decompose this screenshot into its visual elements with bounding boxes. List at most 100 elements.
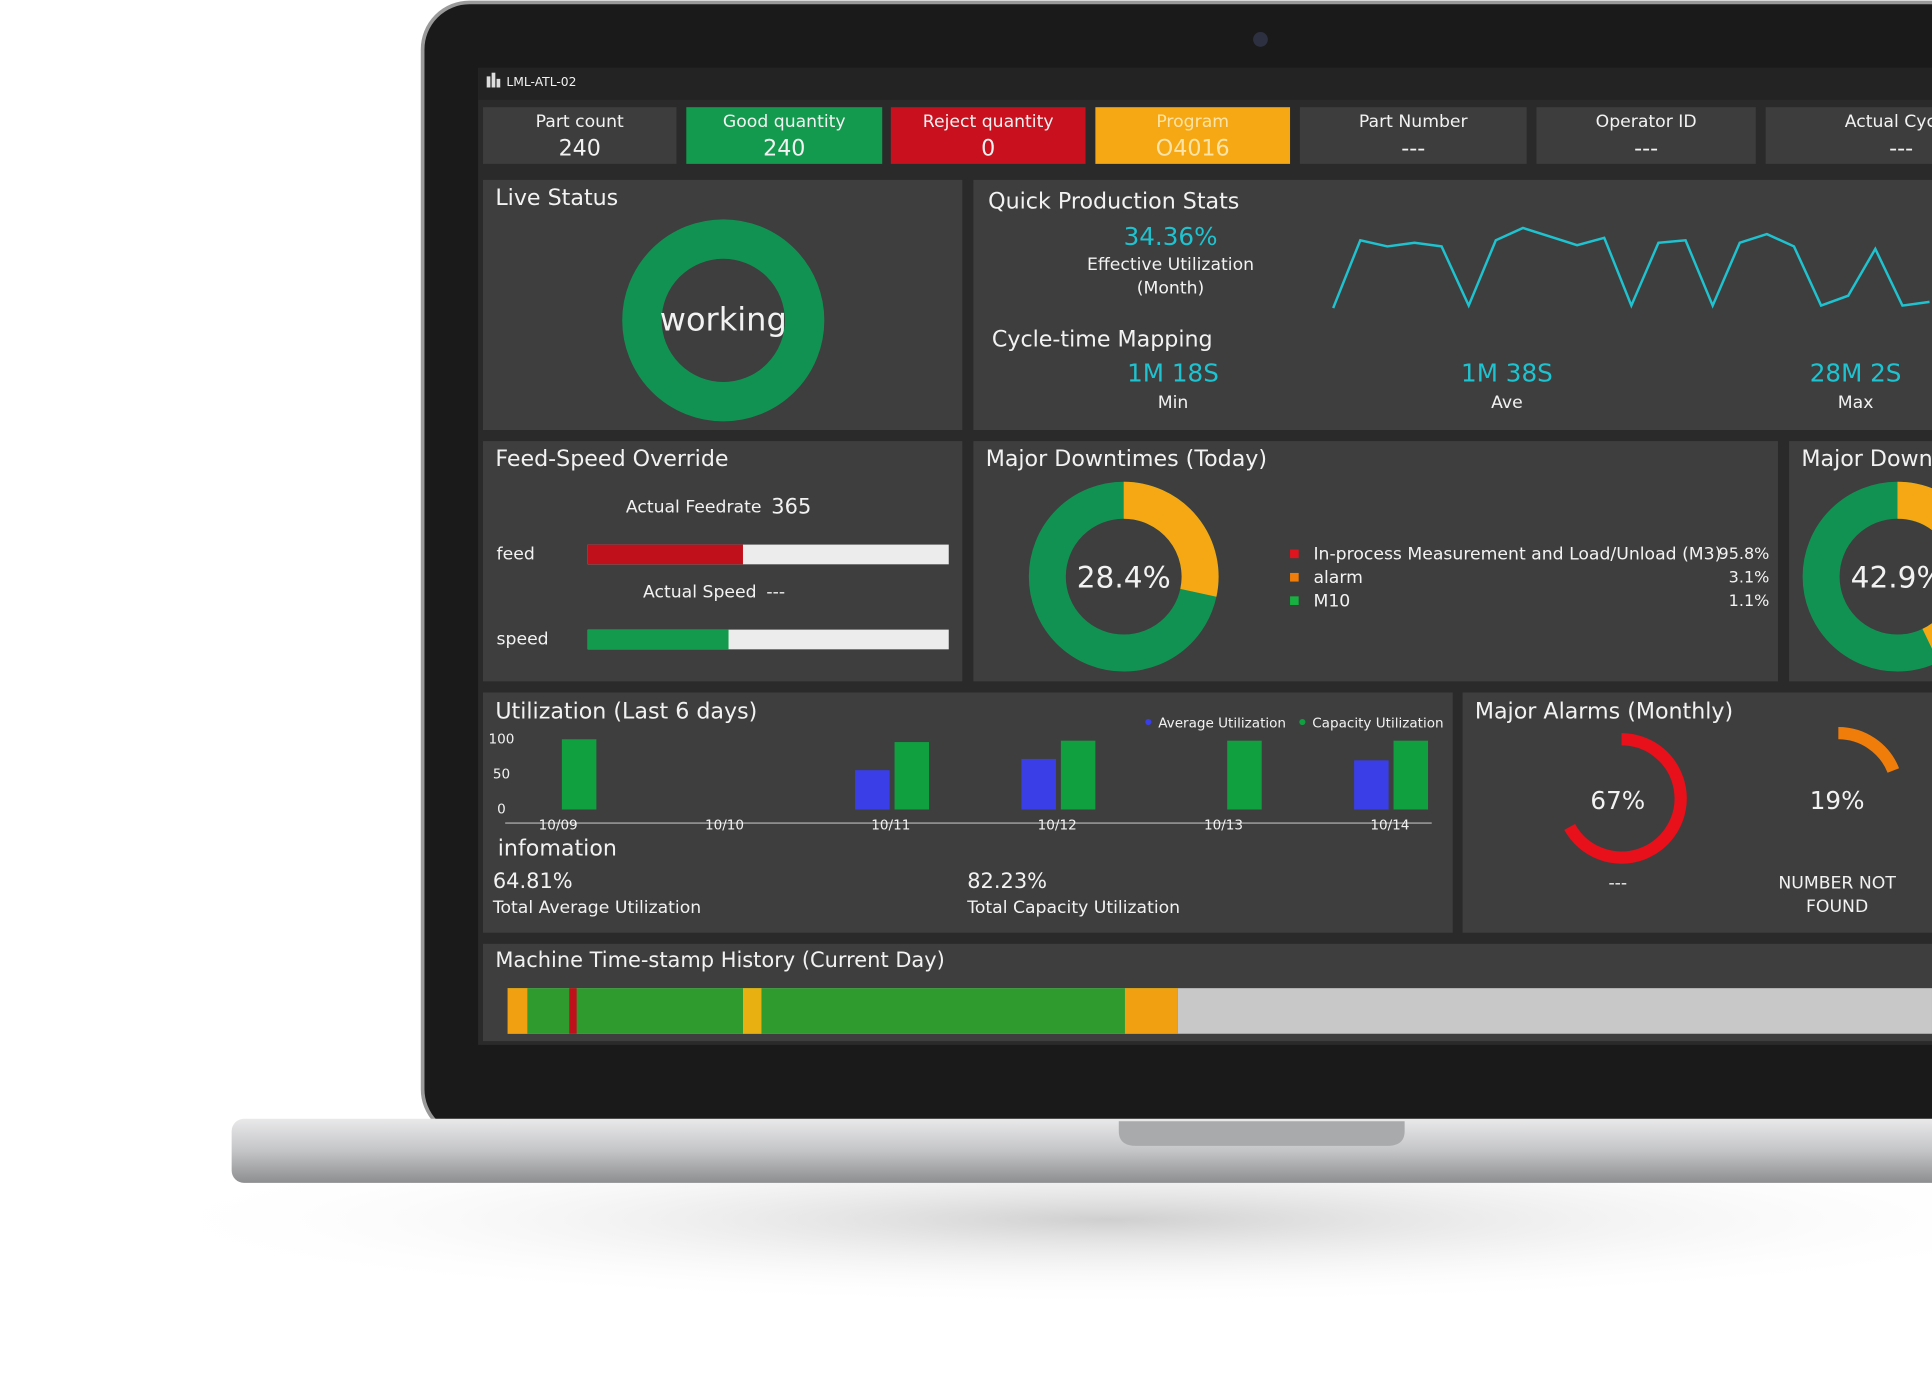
info-value: 82.23% xyxy=(967,869,1047,893)
cycle-value: 1M 18S xyxy=(1127,359,1219,388)
panel-title: Feed-Speed Override xyxy=(495,446,728,472)
card-value: --- xyxy=(1634,136,1658,162)
info-label: Total Average Utilization xyxy=(492,898,701,918)
panel-title: Cycle-time Mapping xyxy=(992,327,1213,353)
gauge-label: NUMBER NOT xyxy=(1778,873,1896,893)
bar xyxy=(561,739,597,810)
donut-arc xyxy=(1122,481,1219,597)
notch xyxy=(1118,1121,1405,1146)
feed-label: Actual Speed xyxy=(643,583,757,603)
card-value: 240 xyxy=(559,136,601,162)
panel xyxy=(973,179,1932,431)
legend-label: In-process Measurement and Load/Unload (… xyxy=(1313,544,1721,564)
card-label: Program xyxy=(1156,112,1229,132)
y-tick-label: 50 xyxy=(493,766,510,782)
trend-line xyxy=(1332,226,1930,309)
card-value: --- xyxy=(1889,136,1913,162)
cycle-label: Ave xyxy=(1491,393,1523,413)
legend-value: 95.8% xyxy=(1719,544,1770,563)
timeline-segment xyxy=(742,988,762,1034)
panel-title: Major Alarms (Monthly) xyxy=(1475,699,1733,725)
legend-value: 1.1% xyxy=(1729,591,1770,610)
cycle-value: 28M 2S xyxy=(1810,359,1902,388)
x-tick-label: 10/12 xyxy=(1038,818,1077,834)
header-card xyxy=(1095,107,1291,164)
stat-value: 34.36% xyxy=(1124,222,1218,251)
status-text: working xyxy=(660,301,787,339)
feed-label: Actual Feedrate xyxy=(626,498,762,518)
x-tick-label: 10/09 xyxy=(539,818,578,834)
gauge-value: 19% xyxy=(1810,786,1865,815)
feed-value: --- xyxy=(766,583,785,603)
card-label: Operator ID xyxy=(1596,112,1697,132)
card-value: --- xyxy=(1401,136,1425,162)
cycle-label: Min xyxy=(1158,393,1189,413)
card-value: 240 xyxy=(763,136,805,162)
bar xyxy=(1393,740,1429,810)
panel-title: Machine Time-stamp History (Current Day) xyxy=(495,948,945,972)
panel-title: Utilization (Last 6 days) xyxy=(495,699,757,725)
x-tick-label: 10/10 xyxy=(705,818,744,834)
x-tick-label: 10/14 xyxy=(1370,818,1409,834)
status-ring xyxy=(622,219,825,422)
header-card xyxy=(483,107,677,164)
legend-label: Capacity Utilization xyxy=(1312,715,1443,731)
donut-label: 28.4% xyxy=(1077,561,1171,595)
card-label: Good quantity xyxy=(723,112,846,132)
legend-swatch xyxy=(1290,572,1299,582)
panel-title: Quick Production Stats xyxy=(988,189,1239,215)
card-value: 0 xyxy=(981,136,995,162)
legend-swatch xyxy=(1290,596,1299,605)
gauge-arc xyxy=(1838,726,1900,773)
header-card xyxy=(686,107,883,164)
app-icon xyxy=(486,76,491,88)
header-card xyxy=(1765,107,1932,164)
legend-dot xyxy=(1299,718,1306,726)
bar-label: speed xyxy=(497,629,549,649)
bar-fill xyxy=(587,629,729,650)
timeline-segment xyxy=(1124,988,1178,1034)
app-icon xyxy=(491,72,496,88)
donut-arc xyxy=(1896,481,1932,649)
legend-swatch xyxy=(1290,549,1299,559)
info-value: 64.81% xyxy=(493,869,573,893)
cycle-value: 1M 38S xyxy=(1461,359,1553,388)
legend-dot xyxy=(1145,718,1152,726)
y-tick-label: 0 xyxy=(497,802,506,818)
legend-label: Average Utilization xyxy=(1158,715,1286,731)
header-card xyxy=(1299,107,1527,164)
panel-title: Live Status xyxy=(495,185,618,211)
timeline-segment xyxy=(507,988,1178,1034)
timeline-segment xyxy=(507,988,528,1034)
stat-label: (Month) xyxy=(1137,278,1204,298)
title-bar xyxy=(478,67,1932,100)
panel-title: Major Down xyxy=(1801,446,1932,472)
app-icon xyxy=(496,78,501,88)
donut-label: 42.9% xyxy=(1851,561,1932,595)
bar-fill xyxy=(587,544,743,565)
feed-value: 365 xyxy=(771,495,811,519)
section-title: infomation xyxy=(498,835,617,861)
card-value: O4016 xyxy=(1156,136,1230,162)
card-label: Part Number xyxy=(1359,112,1469,132)
camera xyxy=(1253,32,1268,47)
gauge-value: 67% xyxy=(1590,786,1645,815)
header-card xyxy=(1536,107,1756,164)
x-tick-label: 10/13 xyxy=(1204,818,1243,834)
laptop-base xyxy=(231,1118,1932,1183)
card-label: Part count xyxy=(536,112,624,132)
card-label: Actual Cycle- xyxy=(1845,112,1932,132)
legend-label: M10 xyxy=(1313,591,1350,611)
info-label: Total Capacity Utilization xyxy=(966,898,1180,918)
card-label: Reject quantity xyxy=(923,112,1054,132)
timeline-segment xyxy=(569,988,577,1034)
legend-value: 3.1% xyxy=(1729,567,1770,586)
stat-label: Effective Utilization xyxy=(1087,255,1254,275)
bar xyxy=(855,770,890,810)
bar xyxy=(1354,760,1389,810)
dashboard: LML-ATL-02 Machine Time-stamp History (C… xyxy=(478,67,1932,1042)
panel xyxy=(483,692,1453,933)
y-tick-label: 100 xyxy=(489,731,515,747)
